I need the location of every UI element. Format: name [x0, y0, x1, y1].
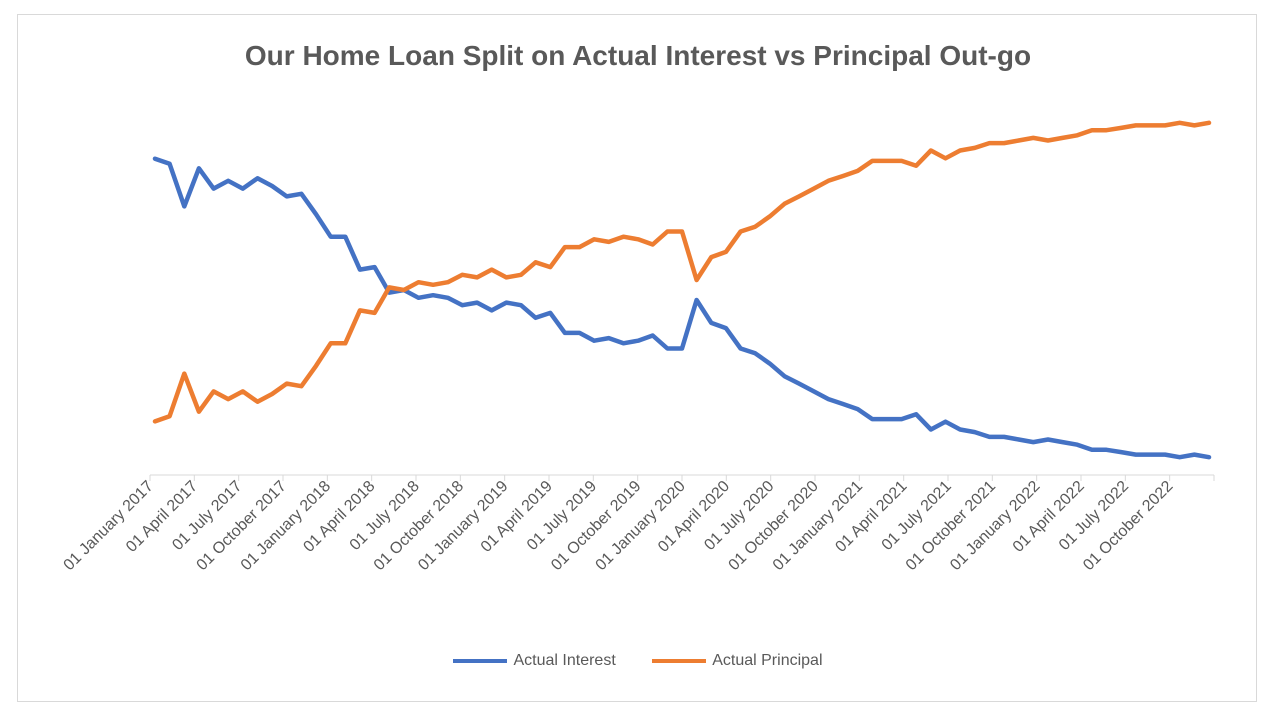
- legend-item-principal: Actual Principal: [652, 652, 823, 670]
- legend-label-principal: Actual Principal: [712, 652, 823, 669]
- chart-frame: [17, 14, 1257, 702]
- legend-label-interest: Actual Interest: [513, 652, 616, 669]
- chart-title: Our Home Loan Split on Actual Interest v…: [244, 40, 1032, 71]
- series-line-actual-principal: [152, 120, 1212, 424]
- legend-swatch-interest: [453, 659, 508, 663]
- legend-item-interest: Actual Interest: [453, 652, 616, 670]
- chart-legend: Actual Interest Actual Principal: [0, 650, 1276, 670]
- legend-swatch-principal: [652, 659, 707, 663]
- series-line-actual-interest: [152, 156, 1212, 460]
